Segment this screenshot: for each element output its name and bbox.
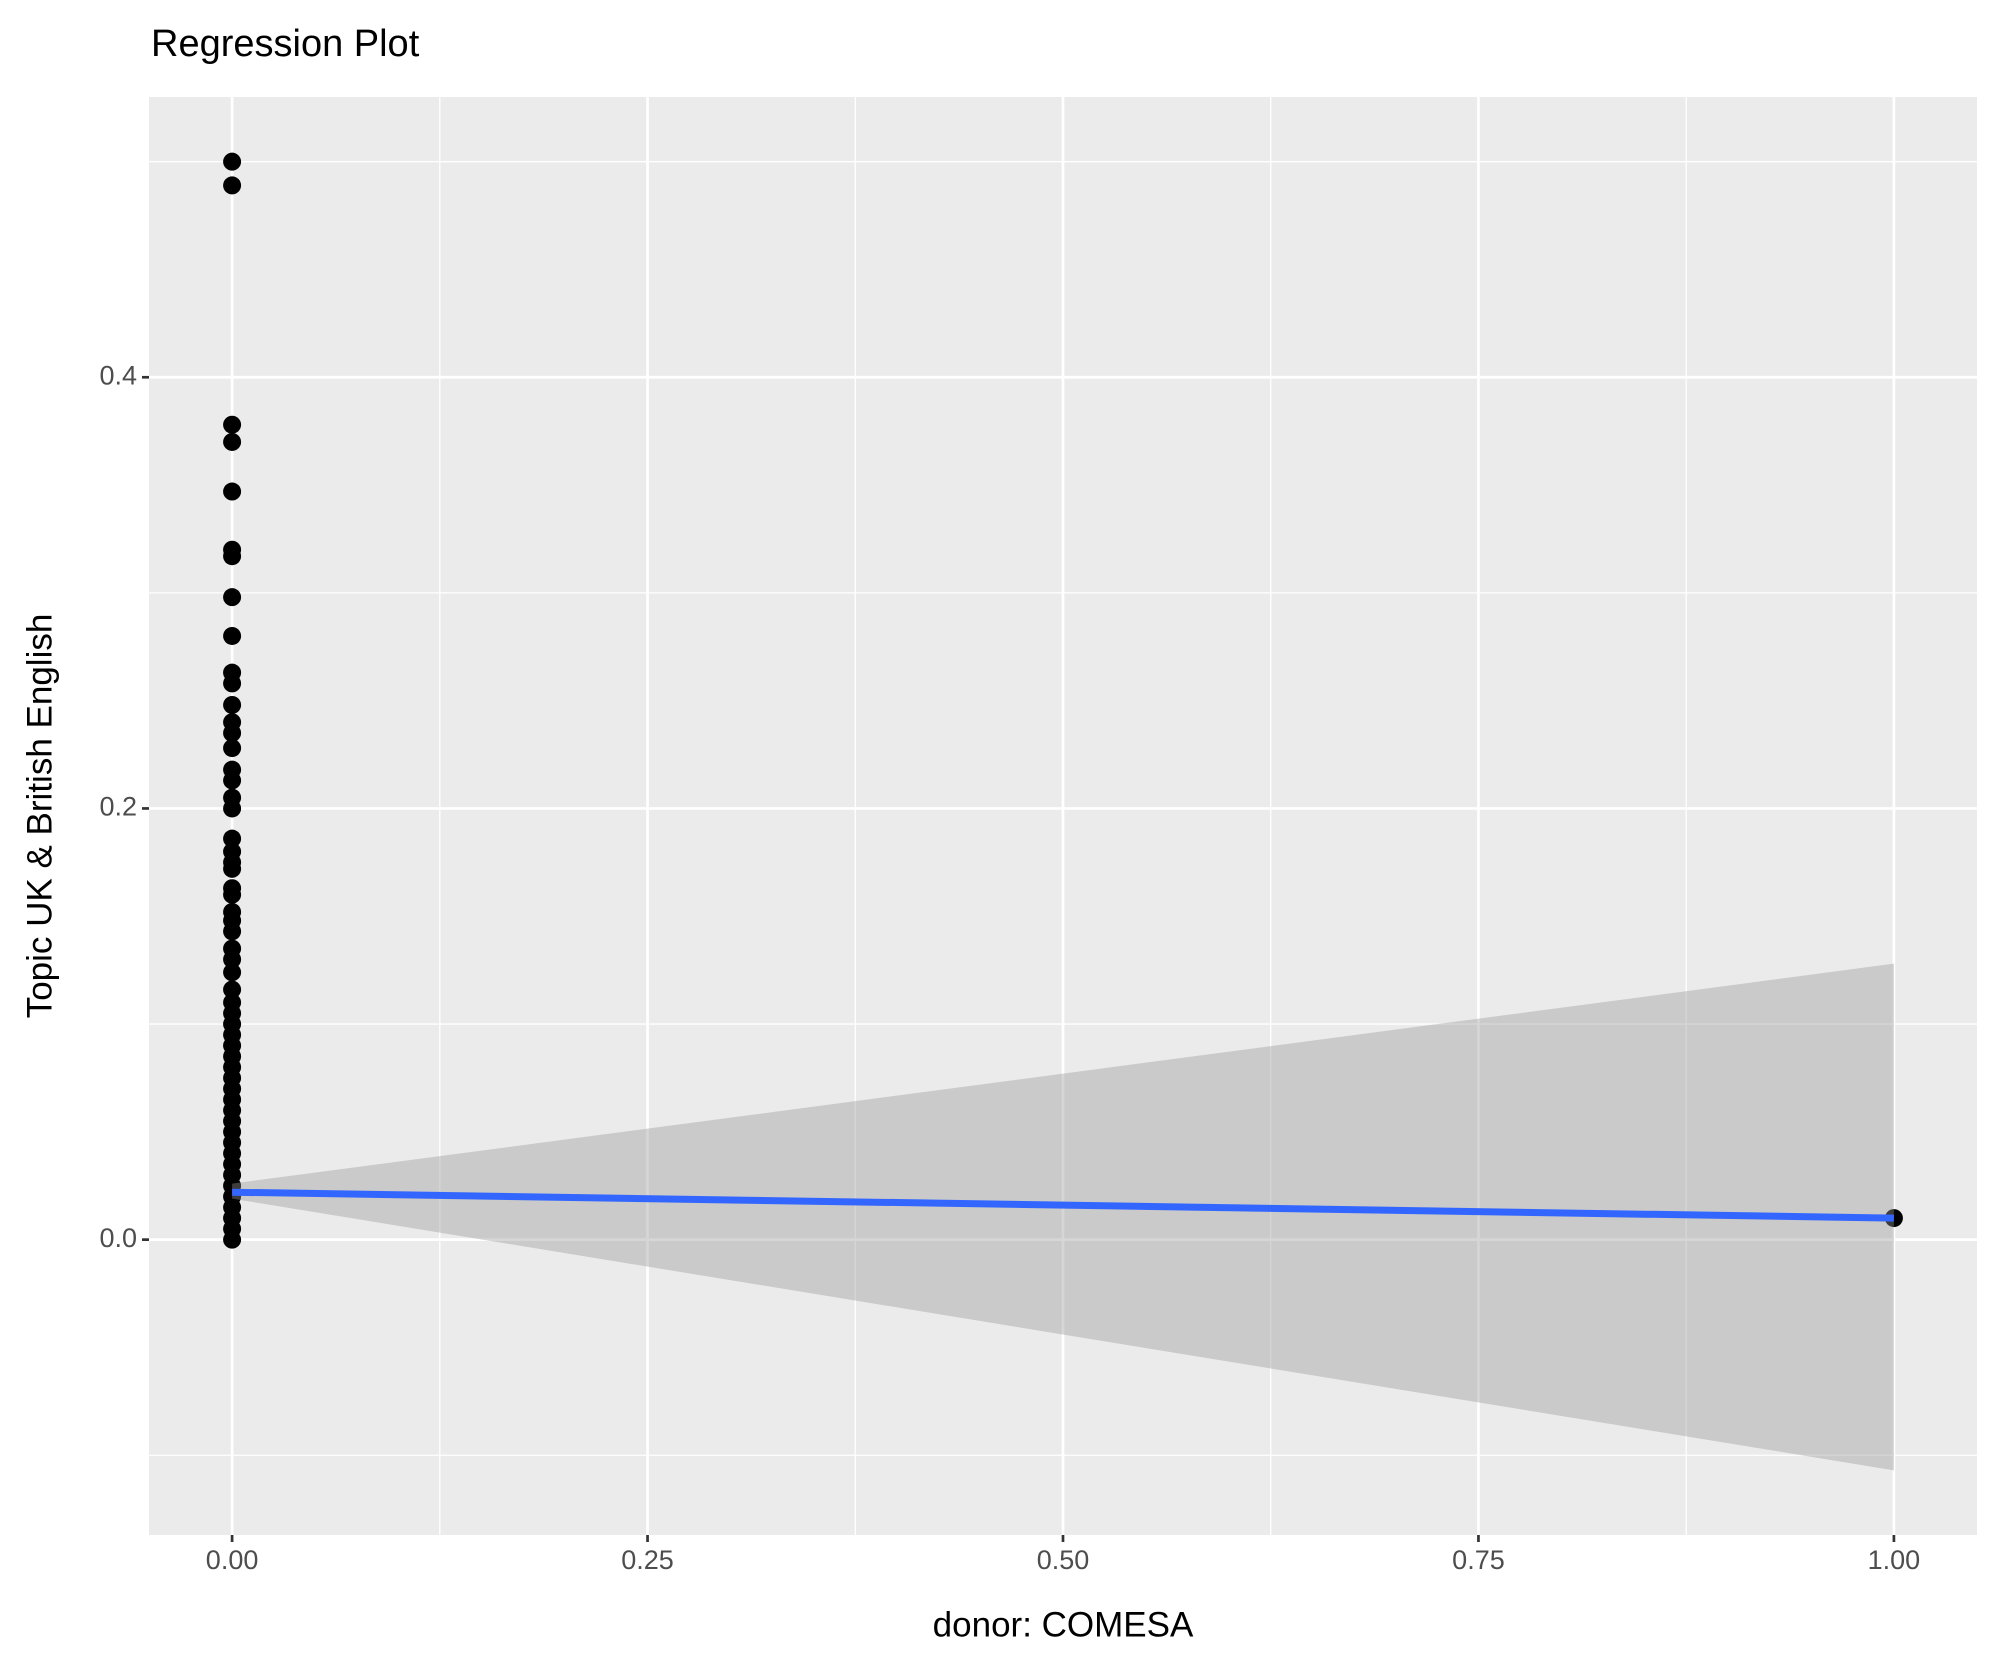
x-tick-label: 0.00 — [206, 1545, 259, 1575]
point — [223, 588, 242, 607]
x-tick-label: 1.00 — [1868, 1545, 1921, 1575]
point — [223, 1230, 242, 1249]
x-tick-label: 0.75 — [1452, 1545, 1505, 1575]
x-tick-label: 0.50 — [1037, 1545, 1090, 1575]
point — [223, 963, 242, 982]
x-axis-title: donor: COMESA — [933, 1605, 1194, 1644]
regression-line — [232, 1188, 1894, 1222]
y-tick-label: 0.4 — [99, 360, 137, 390]
point — [223, 859, 242, 878]
confidence-band — [232, 963, 1894, 1471]
chart-title: Regression Plot — [151, 23, 420, 65]
point — [223, 415, 242, 434]
point — [223, 922, 242, 941]
point — [223, 950, 242, 969]
point — [223, 674, 242, 693]
point — [223, 980, 242, 999]
point — [223, 799, 242, 818]
point — [223, 739, 242, 758]
x-tick-label: 0.25 — [621, 1545, 674, 1575]
point — [223, 152, 242, 171]
point — [223, 885, 242, 904]
point — [223, 695, 242, 714]
point — [223, 482, 242, 501]
y-axis-title: Topic UK & British English — [20, 614, 59, 1019]
y-tick-label: 0.2 — [99, 792, 137, 822]
point — [223, 432, 242, 451]
point — [223, 547, 242, 566]
point — [223, 723, 242, 742]
y-tick-label: 0.0 — [99, 1223, 137, 1253]
point — [223, 771, 242, 790]
point — [223, 626, 242, 645]
point — [223, 829, 242, 848]
point — [223, 176, 242, 195]
